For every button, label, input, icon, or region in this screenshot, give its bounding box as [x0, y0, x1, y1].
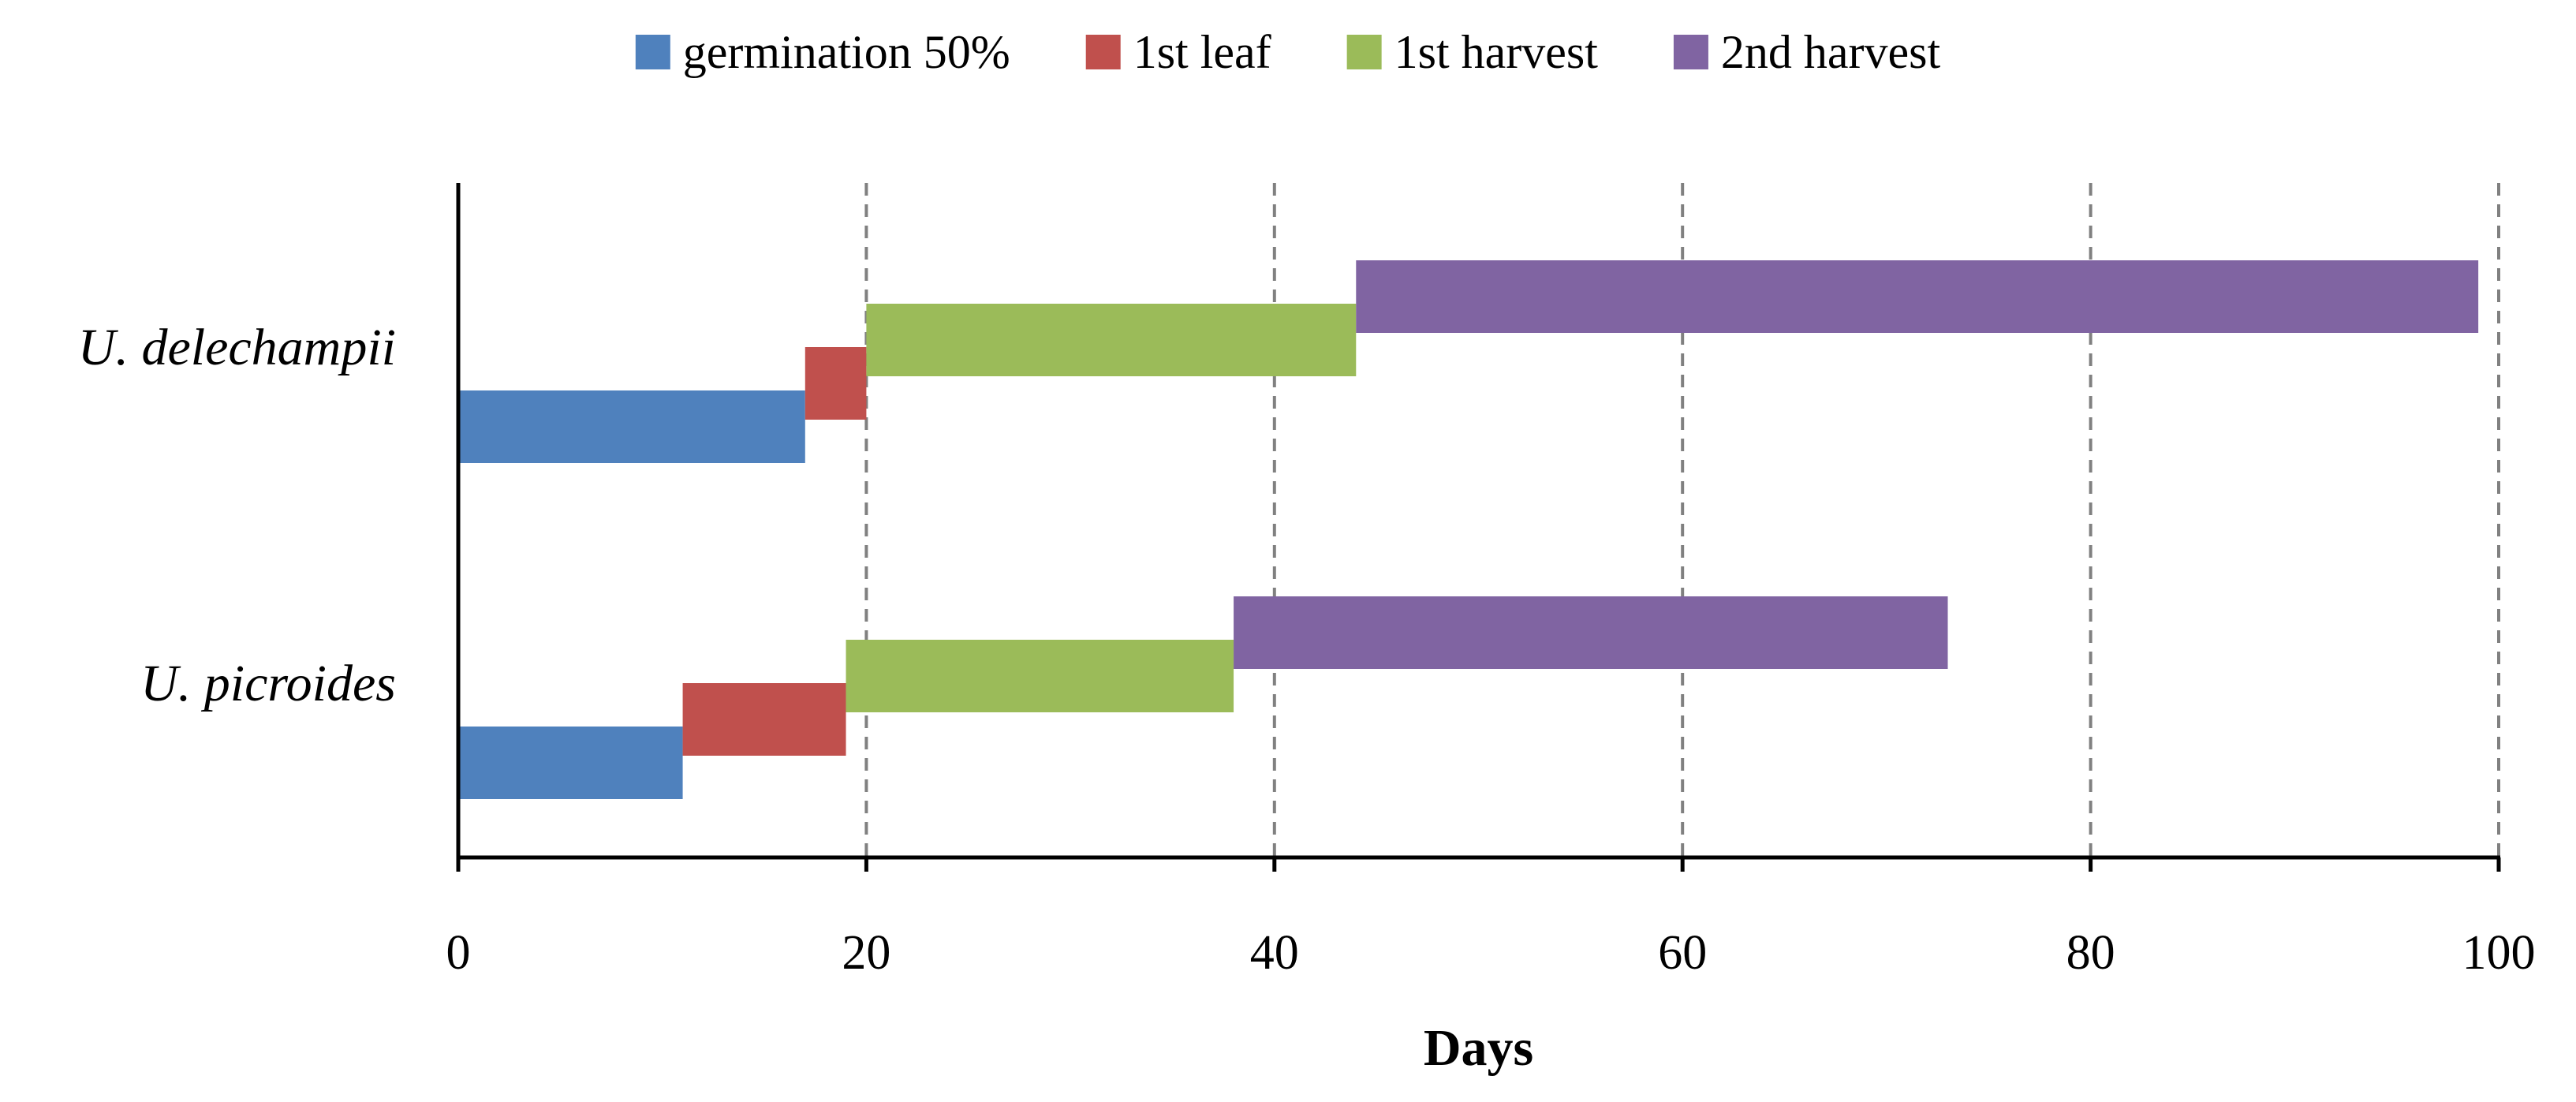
category-label-u-delechampii: U. delechampii [78, 319, 396, 376]
category-labels: U. delechampii U. picroides [78, 319, 396, 712]
legend-label-1st-harvest: 1st harvest [1394, 26, 1599, 78]
bar-u-picroides-1st-harvest [846, 640, 1234, 712]
bars [458, 260, 2479, 799]
bar-u-picroides-germination-50 [458, 727, 683, 799]
x-tick-labels: 0 20 40 60 80 100 [446, 926, 2536, 980]
x-tick-label-20: 20 [842, 926, 890, 980]
bar-u-picroides-2nd-harvest [1234, 596, 1948, 669]
bar-u-delechampii-1st-leaf [805, 347, 867, 420]
legend-swatch-1st-harvest [1346, 35, 1382, 69]
bar-u-picroides-1st-leaf [682, 683, 846, 756]
x-tick-label-40: 40 [1250, 926, 1299, 980]
axes [456, 183, 2501, 872]
legend-swatch-1st-leaf [1085, 35, 1121, 69]
x-tick-label-100: 100 [2462, 926, 2536, 980]
category-label-u-picroides: U. picroides [140, 655, 396, 712]
legend-swatch-germination-50 [635, 35, 670, 69]
bar-u-delechampii-germination-50 [458, 390, 805, 463]
x-tick-label-0: 0 [446, 926, 471, 980]
x-tick-label-60: 60 [1658, 926, 1707, 980]
x-axis-title: Days [1424, 1019, 1533, 1077]
legend-label-germination-50: germination 50% [683, 26, 1010, 78]
bar-u-delechampii-1st-harvest [866, 304, 1357, 376]
bar-u-delechampii-2nd-harvest [1356, 260, 2479, 333]
legend-swatch-2nd-harvest [1673, 35, 1708, 69]
legend-label-2nd-harvest: 2nd harvest [1721, 26, 1941, 78]
legend-label-1st-leaf: 1st leaf [1133, 26, 1271, 78]
x-tick-label-80: 80 [2066, 926, 2115, 980]
legend: germination 50% 1st leaf 1st harvest 2nd ha… [635, 26, 1941, 78]
